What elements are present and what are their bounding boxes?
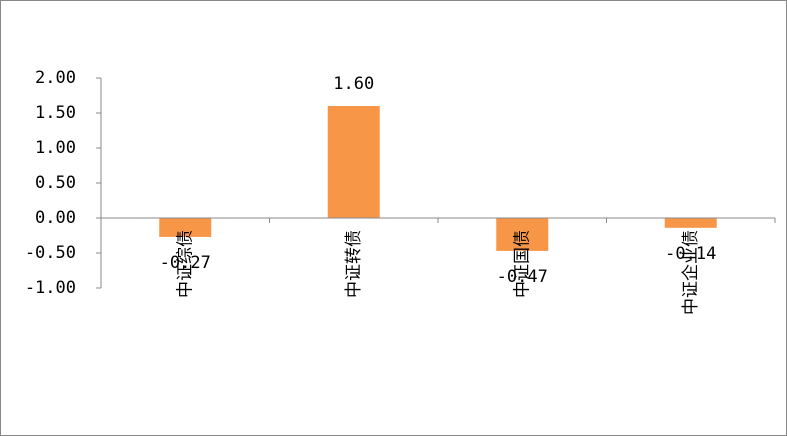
value-label: 1.60 [333, 74, 374, 94]
bar [327, 106, 380, 218]
x-tick-label: 中证企业债 [681, 230, 701, 315]
y-tick-label: 0.50 [35, 173, 76, 193]
y-tick-label: -1.00 [25, 278, 76, 298]
bar [159, 218, 212, 237]
bar [664, 218, 717, 228]
y-tick-label: 2.00 [35, 68, 76, 88]
x-tick-label: 中证综债 [175, 230, 195, 298]
x-tick-label: 中证转债 [344, 230, 364, 298]
y-tick-label: 1.00 [35, 138, 76, 158]
bar [496, 218, 549, 251]
value-label: -0.27 [160, 253, 211, 273]
y-tick-label: -0.50 [25, 243, 76, 263]
value-label: -0.14 [665, 244, 716, 264]
value-label: -0.47 [497, 267, 548, 287]
x-tick-label: 中证国债 [512, 230, 532, 298]
y-tick-label: 1.50 [35, 103, 76, 123]
y-tick-label: 0.00 [35, 208, 76, 228]
